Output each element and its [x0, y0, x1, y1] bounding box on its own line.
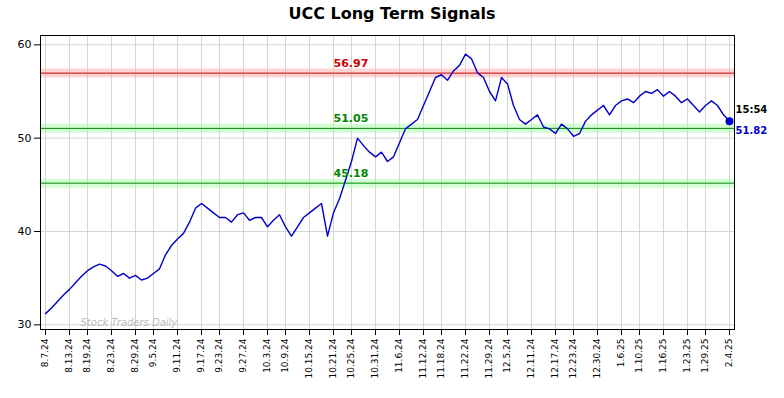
svg-text:11.29.24: 11.29.24 — [484, 338, 494, 378]
svg-text:9.11.24: 9.11.24 — [172, 338, 182, 373]
svg-text:40: 40 — [18, 225, 32, 238]
svg-text:8.7.24: 8.7.24 — [40, 338, 50, 367]
svg-text:8.13.24: 8.13.24 — [64, 338, 74, 373]
svg-text:1.16.25: 1.16.25 — [658, 339, 668, 373]
html-text:UCC Long Term Signals: UCC Long Term Signals — [288, 4, 496, 23]
svg-text:9.27.24: 9.27.24 — [238, 338, 248, 373]
svg-text:2.4.25: 2.4.25 — [724, 339, 734, 368]
svg-text:50: 50 — [18, 132, 32, 145]
svg-text:10.25.24: 10.25.24 — [346, 338, 356, 378]
svg-text:10.15.24: 10.15.24 — [304, 338, 314, 378]
svg-text:11.18.24: 11.18.24 — [436, 338, 446, 378]
svg-text:51.82: 51.82 — [736, 125, 768, 136]
svg-text:11.6.24: 11.6.24 — [394, 338, 404, 373]
svg-text:10.3.24: 10.3.24 — [262, 338, 272, 373]
svg-text:9.17.24: 9.17.24 — [196, 338, 206, 373]
svg-text:45.18: 45.18 — [334, 167, 369, 180]
svg-text:1.10.25: 1.10.25 — [634, 339, 644, 373]
svg-text:9.23.24: 9.23.24 — [214, 338, 224, 373]
svg-text:12.17.24: 12.17.24 — [550, 338, 560, 378]
svg-text:51.05: 51.05 — [334, 112, 369, 125]
svg-text:1.6.25: 1.6.25 — [616, 339, 626, 368]
svg-text:8.19.24: 8.19.24 — [82, 338, 92, 373]
svg-text:8.29.24: 8.29.24 — [130, 338, 140, 373]
svg-text:15:54: 15:54 — [736, 104, 768, 115]
svg-text:11.22.24: 11.22.24 — [460, 338, 470, 378]
svg-text:12.5.24: 12.5.24 — [502, 338, 512, 373]
svg-text:12.30.24: 12.30.24 — [592, 338, 602, 378]
svg-text:Stock Traders Daily: Stock Traders Daily — [81, 317, 179, 328]
svg-text:8.23.24: 8.23.24 — [106, 338, 116, 373]
svg-text:10.21.24: 10.21.24 — [328, 338, 338, 378]
svg-text:12.23.24: 12.23.24 — [568, 338, 578, 378]
svg-text:10.9.24: 10.9.24 — [280, 338, 290, 373]
svg-text:10.31.24: 10.31.24 — [370, 338, 380, 378]
svg-text:56.97: 56.97 — [334, 57, 369, 70]
svg-text:9.5.24: 9.5.24 — [148, 338, 158, 367]
svg-text:11.12.24: 11.12.24 — [418, 338, 428, 378]
svg-text:1.29.25: 1.29.25 — [700, 339, 710, 373]
svg-text:60: 60 — [18, 38, 32, 51]
svg-text:1.23.25: 1.23.25 — [682, 339, 692, 373]
svg-text:30: 30 — [18, 318, 32, 331]
svg-text:12.11.24: 12.11.24 — [526, 338, 536, 378]
